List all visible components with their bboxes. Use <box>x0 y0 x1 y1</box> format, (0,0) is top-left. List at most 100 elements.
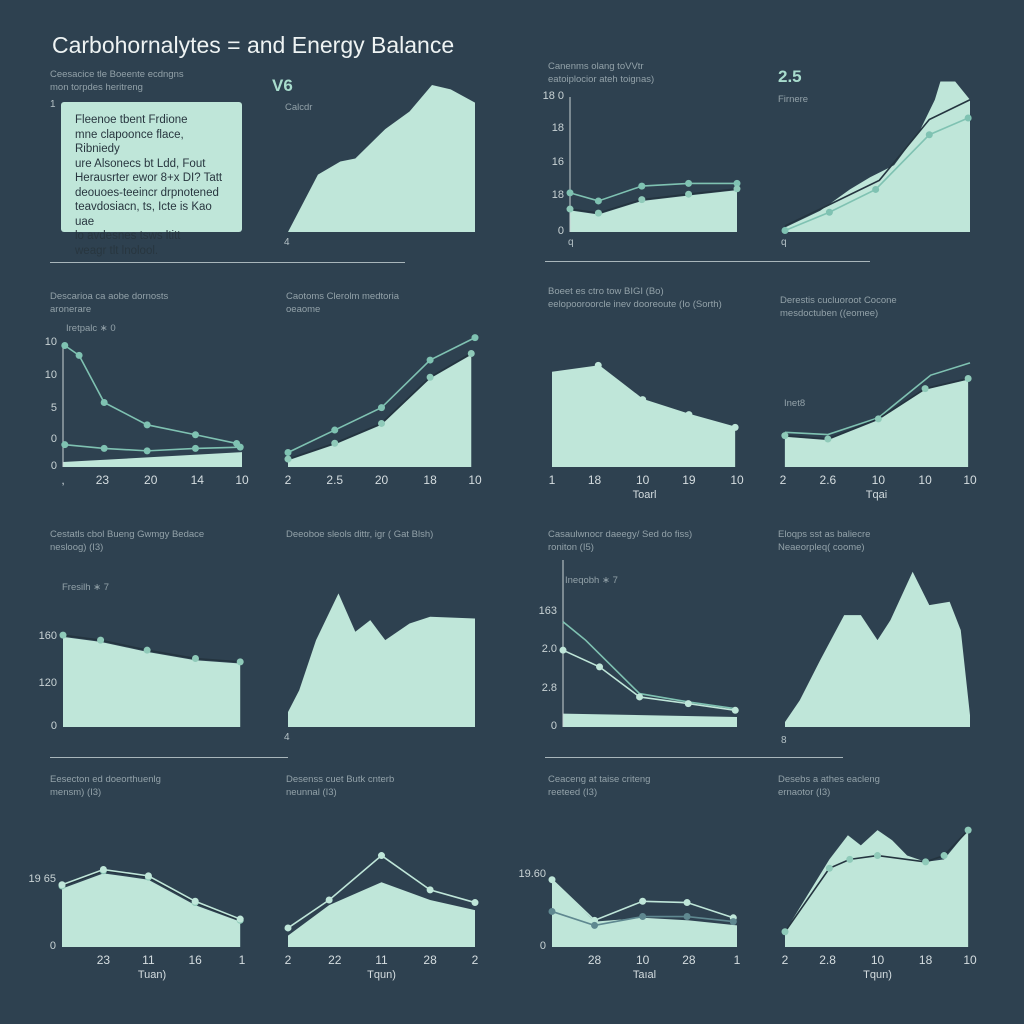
data-point <box>685 411 693 419</box>
y-tick-label: 2.8 <box>541 681 557 694</box>
x-tick-label: 10 <box>635 473 650 487</box>
data-point <box>236 915 244 923</box>
text-line: teavdosiacn, ts, Icte is Kao uae <box>75 201 212 228</box>
y-tick-label: 0 <box>50 720 57 732</box>
y-tick-label: 0 <box>550 720 557 732</box>
data-point <box>964 114 972 122</box>
data-point <box>594 197 602 205</box>
text-panel-title-line: mon torpdes heritreng <box>50 82 143 93</box>
data-point <box>925 131 933 139</box>
text-line: mne clapoonce flace, Ribniedy <box>75 128 184 156</box>
data-point <box>426 356 434 364</box>
data-point <box>100 399 108 407</box>
data-point <box>591 921 599 929</box>
x-tick-label: 28 <box>423 953 437 967</box>
area-fill <box>563 713 737 727</box>
text-line: Herausrter ewor 8+x DI? Tatt <box>75 172 223 184</box>
y-tick-label: 10 <box>44 336 57 348</box>
data-point <box>940 852 948 860</box>
data-point <box>325 896 333 904</box>
data-point <box>143 646 151 654</box>
data-point <box>191 897 199 905</box>
data-point <box>639 897 647 905</box>
chart-annotation: Ineqobh ∗ 7 <box>565 575 618 586</box>
y-tick-label: 19.60 <box>518 867 546 880</box>
chart-title: Casaulwnocr daeegy/ Sed do fiss) <box>548 529 693 540</box>
chart-title: Caotoms Clerolm medtoria <box>286 291 399 302</box>
data-point <box>566 205 574 213</box>
data-point <box>594 209 602 217</box>
data-point <box>733 185 741 193</box>
x-tick-label: 1 <box>548 473 556 487</box>
text-line: Fleenoe tbent Frdione <box>75 114 188 126</box>
data-point <box>331 439 339 447</box>
divider <box>545 757 843 758</box>
x-tick-label: 10 <box>871 473 886 487</box>
x-tick-label: 16 <box>188 953 202 967</box>
chart-title: reeteed (I3) <box>548 787 598 798</box>
area-fill <box>570 190 737 232</box>
data-point <box>284 448 292 456</box>
y-tick-label: 0 <box>49 940 56 952</box>
chart-annotation: Fresilh ∗ 7 <box>62 582 110 593</box>
x-tick-label: 28 <box>587 953 602 967</box>
chart-title: roniton (I5) <box>548 542 594 553</box>
data-point <box>731 423 739 431</box>
text-panel-box: Fleenoe tbent Frdione mne clapoonce flac… <box>61 102 242 257</box>
data-point <box>331 426 339 434</box>
chart-title: mensm) (I3) <box>50 787 102 798</box>
x-tick-label: 20 <box>144 473 158 487</box>
y-tick-label: 2.0 <box>541 643 557 656</box>
chart-title: Derestis cucluoroot Cocone <box>780 295 897 306</box>
x-tick-label: 2 <box>284 953 292 967</box>
x-axis-label: Tqun) <box>863 969 892 981</box>
data-point <box>471 899 479 907</box>
data-point <box>591 916 599 924</box>
area-fill <box>785 81 970 233</box>
data-point <box>100 444 108 452</box>
x-tick-label: 19 <box>682 473 696 487</box>
x-tick-label: 10 <box>468 473 482 487</box>
chart-annotation: Inet8 <box>784 398 806 409</box>
x-tick-label: 10 <box>635 953 650 967</box>
data-point <box>638 196 646 204</box>
y-tick-label: 0 <box>539 940 546 952</box>
y-tick-label: 0 <box>557 225 564 237</box>
data-point <box>378 419 385 427</box>
data-point <box>61 341 69 349</box>
data-point <box>58 881 66 889</box>
data-point <box>731 706 739 714</box>
data-point <box>684 700 692 708</box>
chart-annotation: Iretpalc ∗ 0 <box>66 323 116 334</box>
area-fill <box>288 354 472 467</box>
page-title: Carbohornalytes = and Energy Balance <box>52 32 455 58</box>
data-point <box>729 918 737 926</box>
data-point <box>846 855 854 863</box>
chart-title: mesdoctuben ((eomee) <box>780 308 879 319</box>
data-point <box>191 655 199 663</box>
text-line: lo avdesnes tsws ltitt <box>75 230 181 242</box>
x-tick-label: 18 <box>587 473 602 487</box>
chart-title: oeaome <box>286 304 321 315</box>
y-tick-label: 10 <box>44 369 57 382</box>
data-point <box>59 631 67 639</box>
data-point <box>685 190 693 198</box>
data-point <box>683 913 691 921</box>
data-point <box>825 208 833 216</box>
data-point <box>964 826 972 834</box>
chart-title: nesloog) (I3) <box>50 542 104 553</box>
chart-title: Canenms olang toVVtr <box>548 61 644 72</box>
divider <box>545 261 870 262</box>
x-tick-label: 23 <box>95 473 110 487</box>
series-line <box>784 99 971 227</box>
x-tick-label: 18 <box>423 473 437 487</box>
x-tick-label: 2.8 <box>819 953 836 967</box>
